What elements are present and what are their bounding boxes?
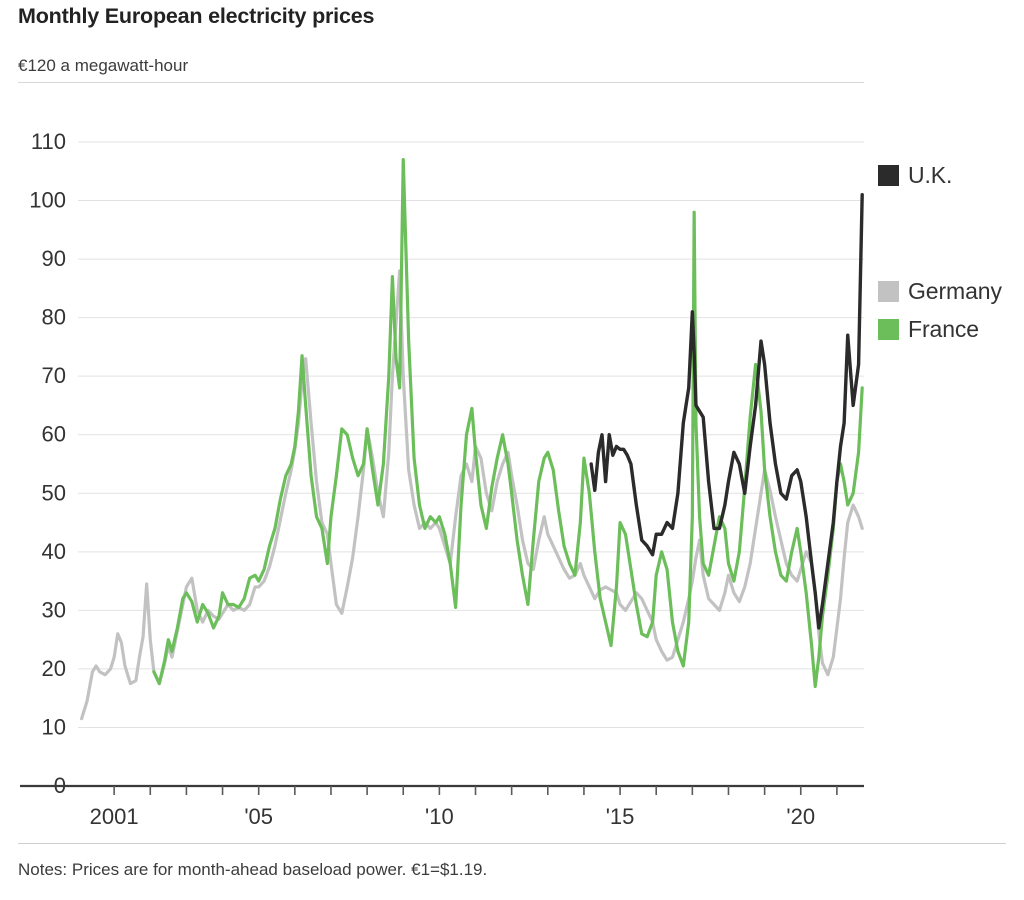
footer-divider — [18, 843, 1006, 844]
y-axis-tick-label: 40 — [42, 539, 66, 564]
x-axis-tick-label: 2001 — [90, 804, 139, 829]
x-axis-tick-label: '20 — [786, 804, 815, 829]
series-line-france — [152, 157, 864, 689]
y-axis-tick-label: 60 — [42, 422, 66, 447]
chart-subtitle: €120 a megawatt-hour — [18, 56, 189, 75]
y-axis-tick-label: 80 — [42, 305, 66, 330]
x-axis-tick-label: '05 — [244, 804, 273, 829]
legend-swatch-germany-icon — [878, 281, 899, 302]
legend-swatch-uk-icon — [878, 165, 899, 186]
series-line-uk — [589, 192, 864, 630]
y-axis-tick-label: 30 — [42, 597, 66, 622]
legend-item-uk[interactable]: U.K. — [878, 162, 952, 189]
y-axis-tick-label: 10 — [42, 714, 66, 739]
legend-label-germany: Germany — [908, 278, 1002, 304]
line-chart-plot: 01020304050607080901001102001'05'10'15'2… — [20, 129, 864, 829]
y-axis-tick-label: 110 — [31, 129, 66, 154]
legend-item-france[interactable]: France — [878, 316, 979, 343]
x-axis-tick-label: '15 — [606, 804, 635, 829]
legend-label-uk: U.K. — [908, 162, 953, 188]
x-axis-tick-label: '10 — [425, 804, 454, 829]
header-divider — [18, 82, 864, 83]
y-axis-tick-label: 20 — [42, 656, 66, 681]
legend-label-france: France — [908, 316, 979, 342]
legend-item-germany[interactable]: Germany — [878, 278, 1002, 305]
page-title: Monthly European electricity prices — [18, 4, 375, 28]
y-axis-tick-label: 70 — [42, 363, 66, 388]
y-axis-tick-label: 90 — [42, 246, 66, 271]
legend-swatch-france-icon — [878, 319, 899, 340]
chart-notes: Notes: Prices are for month-ahead baselo… — [18, 860, 488, 879]
series-line-germany — [80, 269, 864, 721]
y-axis-tick-label: 50 — [42, 480, 66, 505]
y-axis-tick-label: 100 — [29, 188, 66, 213]
